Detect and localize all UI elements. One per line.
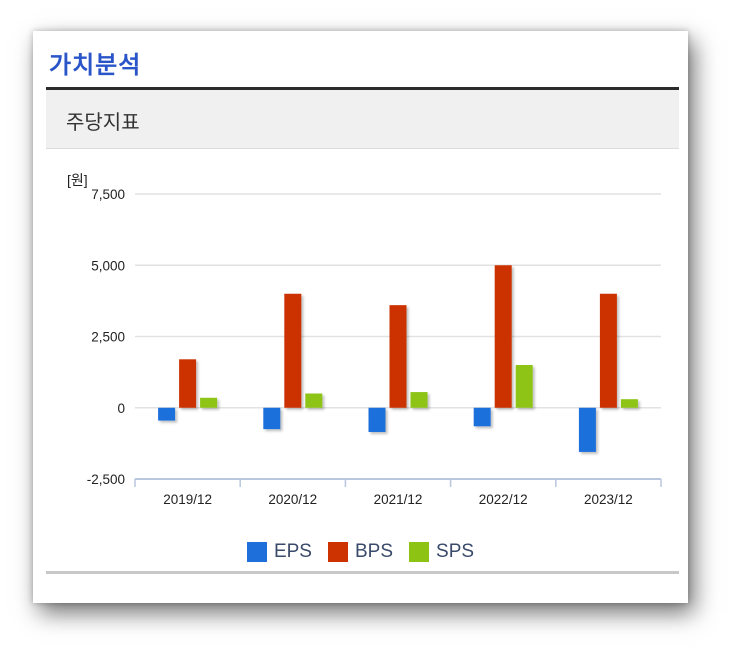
bar-eps-2019-12: [158, 407, 176, 421]
title-divider: [46, 87, 679, 90]
y-unit-label: [원]: [67, 172, 88, 188]
bar-sps-2019-12: [200, 397, 218, 408]
y-tick-label: -2,500: [87, 472, 125, 487]
legend-swatch-bps: [327, 542, 348, 562]
subheader-bar: 주당지표: [46, 90, 679, 149]
bar-sps-2020-12: [305, 393, 323, 408]
x-tick-label: 2021/12: [374, 492, 423, 507]
per-share-chart: [원] 7,500 5,000 2,500 0 -2,500 2019/12 2020/12…: [67, 172, 662, 507]
bar-bps-2021-12: [389, 305, 407, 408]
x-tick-label: 2023/12: [584, 492, 633, 507]
bar-eps-2021-12: [368, 407, 386, 432]
legend-item-eps[interactable]: EPS: [246, 541, 312, 563]
legend-swatch-sps: [409, 542, 430, 562]
bar-bps-2023-12: [599, 293, 617, 408]
section-title: 가치분석: [49, 51, 142, 79]
bar-sps-2021-12: [410, 392, 428, 408]
bar-eps-2020-12: [263, 407, 281, 430]
bar-sps-2023-12: [620, 399, 638, 408]
value-analysis-panel: 가치분석 주당지표 [원] 7,500 5,000 2,500 0 -2,500 2019…: [33, 31, 688, 603]
bar-eps-2022-12: [473, 407, 491, 427]
x-tick-label: 2022/12: [479, 492, 528, 507]
y-tick-label: 7,500: [91, 187, 125, 202]
legend-item-sps[interactable]: SPS: [409, 541, 474, 563]
legend-item-bps[interactable]: BPS: [327, 541, 394, 563]
y-tick-label: 5,000: [91, 258, 125, 273]
legend-swatch-eps: [246, 542, 267, 562]
bottom-divider: [46, 571, 679, 574]
chart-legend: EPS BPS SPS: [33, 539, 688, 565]
bar-bps-2019-12: [179, 359, 197, 408]
y-tick-label: 2,500: [91, 330, 125, 345]
bar-bps-2020-12: [284, 293, 302, 408]
y-tick-label: 0: [117, 401, 125, 416]
legend-label-sps: SPS: [436, 541, 475, 562]
legend-label-eps: EPS: [273, 541, 312, 562]
x-tick-label: 2020/12: [268, 492, 317, 507]
subheader-label: 주당지표: [66, 110, 140, 134]
x-tick-label: 2019/12: [163, 492, 212, 507]
legend-label-bps: BPS: [354, 541, 394, 562]
bar-sps-2022-12: [515, 365, 533, 408]
bar-eps-2023-12: [578, 407, 596, 452]
bar-bps-2022-12: [494, 265, 512, 408]
